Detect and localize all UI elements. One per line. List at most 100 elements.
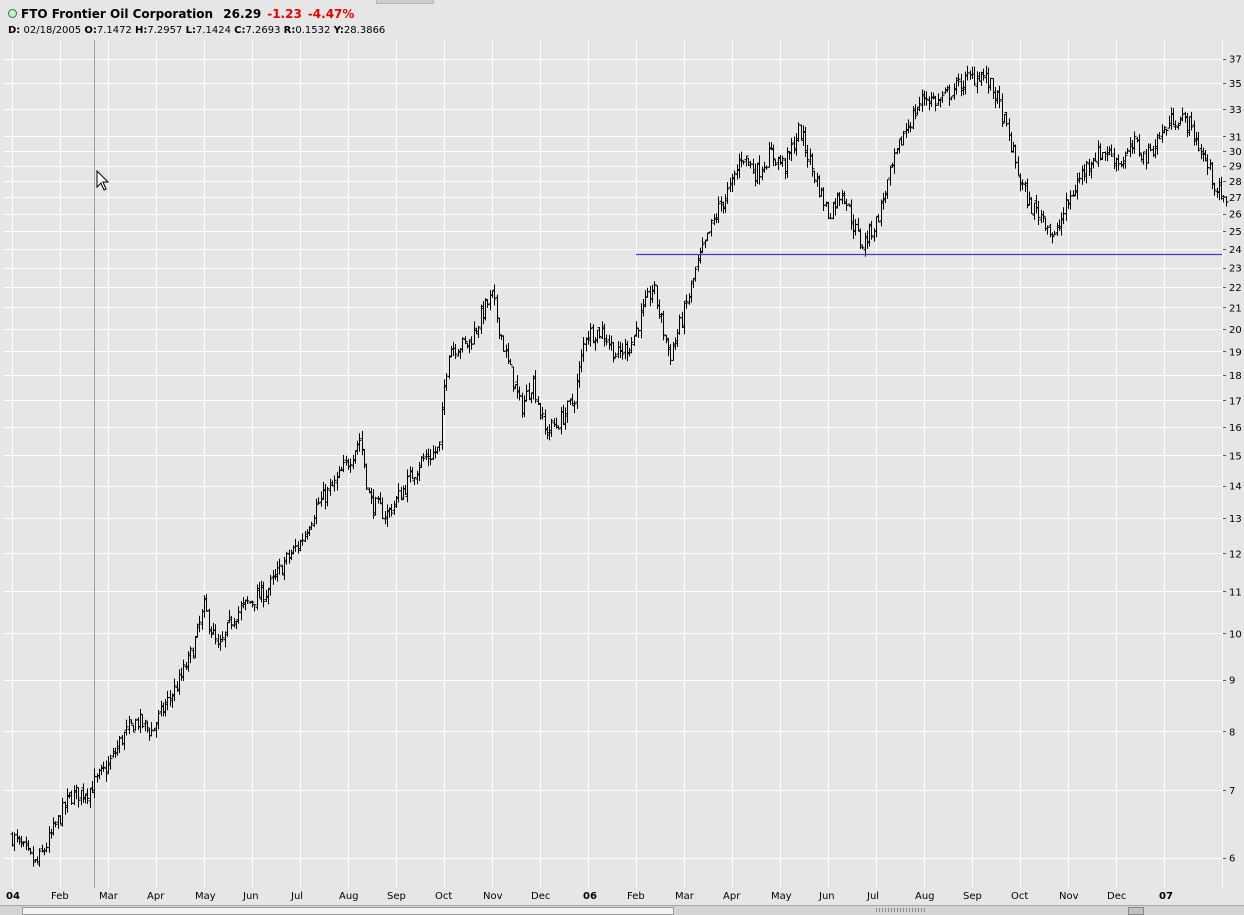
ohlc-bar [421,453,426,462]
ohlc-bar [1025,178,1030,209]
ohlc-bar [716,196,721,224]
ohlc-bar [453,343,458,360]
ohlc-bar [357,433,362,452]
ohlc-bar [252,603,257,612]
y-tick-label: 9 [1229,676,1235,687]
ohlc-bar [236,606,241,624]
plot-background [4,40,1222,888]
ohlc-bar [492,284,497,306]
ohlc-bar [732,170,737,186]
ohlc-bar [348,458,353,473]
ohlc-bar [104,760,109,782]
ohlc-bar [129,719,134,725]
ohlc-bar [245,596,250,604]
ohlc-bar [1123,151,1128,169]
x-tick-label: Nov [1059,891,1079,902]
ohlc-bar [908,122,913,133]
y-tick-label: 20 [1229,325,1242,336]
last-price: 26.29 [223,7,262,21]
ohlc-bar [1109,144,1114,157]
ohlc-bars [10,65,1229,867]
y-tick-label: 14 [1229,482,1242,493]
x-tick-label: Dec [531,891,550,902]
ohlc-bar [597,326,602,339]
x-tick-label: Sep [963,891,982,902]
y-tick-label: 8 [1229,727,1235,738]
range-value: 0.1532 [295,25,331,36]
ohlc-bar [1157,132,1162,140]
y-label: Y: [333,25,344,36]
ohlc-bar [261,581,266,608]
ohlc-bar [611,342,616,363]
ohlc-bar [437,441,442,452]
ohlc-bar [156,709,161,730]
window-tab-stub[interactable] [376,0,434,4]
ohlc-bar [869,220,874,240]
ohlc-bar [508,358,513,366]
ohlc-bar [181,659,186,681]
y-tick-label: 26 [1229,210,1242,221]
price-chart[interactable]: 6 7 8 9 10 11 12 13 14 15 16 17 18 19 20 21 22 23 24 25 26 27… [0,40,1244,905]
x-tick-label: Jun [818,891,835,902]
ohlc-bar [588,323,593,347]
ohlc-bar [901,130,906,146]
ohlc-bar [812,170,817,184]
ohlc-bar [213,624,218,645]
ohlc-bar [885,179,890,199]
x-tick-label: 06 [583,891,597,902]
y-value: 28.3866 [343,25,386,36]
ohlc-bar [892,148,897,174]
ohlc-bar [133,718,138,731]
ohlc-bar [924,91,929,106]
y-tick-label: 22 [1229,283,1242,294]
ohlc-bar [1052,230,1057,236]
ohlc-bar [229,616,234,630]
ohlc-bar [533,369,538,404]
ohlc-bar [1045,225,1050,235]
ohlc-bar [652,281,657,295]
x-tick-label: Apr [147,891,165,902]
ohlc-bar [789,137,794,162]
chart-header: FTO Frontier Oil Corporation 26.29 -1.23-… [0,0,1244,40]
ohlc-bar [741,160,746,165]
ohlc-bar [1189,111,1194,131]
ohlc-bar [117,736,122,754]
ohlc-bar [188,646,193,664]
ohlc-bar [316,497,321,505]
x-tick-label: Feb [51,891,69,902]
ohlc-bar [140,714,145,729]
ohlc-bar [739,151,744,168]
y-tick-label: 27 [1229,193,1242,204]
ohlc-bar [556,425,561,430]
y-tick-label: 30 [1229,147,1242,158]
y-tick-label: 25 [1229,227,1242,238]
ohlc-bar [524,384,529,402]
ohlc-bar [725,181,730,204]
ohlc-bar [1093,152,1098,162]
ohlc-bar [549,418,554,437]
ohlc-bar [821,187,826,211]
low-label: L: [185,25,196,36]
ohlc-bar [1164,128,1169,136]
ohlc-bar [428,449,433,466]
y-tick-label: 24 [1229,245,1242,256]
x-tick-label: Oct [435,891,452,902]
x-tick-label: Jul [290,891,303,902]
ohlc-bar [218,634,223,651]
ohlc-bar [485,299,490,308]
ohlc-bar [913,104,918,120]
scrollbar-grip-icon[interactable] [876,908,926,912]
ohlc-bar [197,615,202,633]
ohlc-bar [634,321,639,337]
ohlc-bar [693,266,698,282]
y-tick-label: 33 [1229,105,1242,116]
company-name: Frontier Oil Corporation [51,7,214,21]
ohlc-bar [1132,131,1137,154]
ohlc-bar [1125,148,1130,155]
ohlc-bar [1036,200,1041,226]
ohlc-bar [172,678,177,702]
x-tick-label: Nov [483,891,503,902]
ohlc-bar [1137,134,1142,157]
ohlc-bar [981,68,986,81]
ohlc-bar [53,821,58,828]
